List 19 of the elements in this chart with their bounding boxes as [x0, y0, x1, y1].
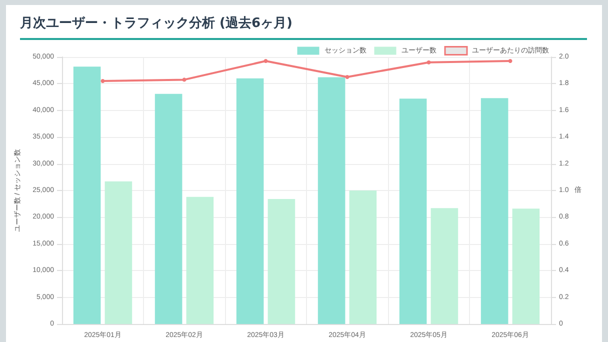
bar [236, 78, 264, 324]
point [264, 59, 268, 64]
bar [318, 77, 346, 324]
bar [430, 208, 458, 324]
bar [399, 98, 427, 324]
bar [512, 208, 540, 324]
point [345, 75, 350, 80]
point [508, 59, 512, 64]
bar [480, 98, 508, 324]
point [426, 60, 431, 64]
bar [154, 94, 182, 324]
bar [73, 66, 101, 324]
chart-title: 月次ユーザー・トラフィック分析 (過去6ヶ月) [20, 14, 587, 40]
bar [268, 199, 296, 324]
bar [186, 196, 214, 324]
point [100, 79, 105, 84]
bar [349, 190, 377, 324]
point [182, 78, 186, 82]
bar [104, 181, 132, 324]
